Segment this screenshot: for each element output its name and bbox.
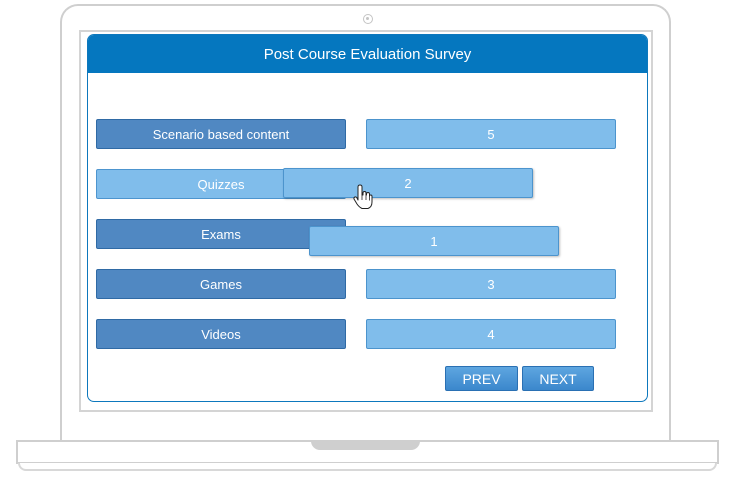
- value-tile-games[interactable]: 3: [366, 269, 616, 299]
- value-tile-exams[interactable]: 1: [309, 226, 559, 256]
- laptop-notch: [311, 440, 420, 450]
- value-tile-scenario-based-content[interactable]: 5: [366, 119, 616, 149]
- next-button[interactable]: NEXT: [522, 366, 594, 391]
- label-videos: Videos: [96, 319, 346, 349]
- prev-button[interactable]: PREV: [445, 366, 518, 391]
- survey-title: Post Course Evaluation Survey: [88, 35, 647, 73]
- camera-icon: [363, 14, 373, 24]
- value-tile-quizzes[interactable]: 2: [283, 168, 533, 198]
- label-exams: Exams: [96, 219, 346, 249]
- label-games: Games: [96, 269, 346, 299]
- laptop-foot: [18, 463, 717, 471]
- label-scenario-based-content: Scenario based content: [96, 119, 346, 149]
- value-tile-videos[interactable]: 4: [366, 319, 616, 349]
- hand-pointer-icon: [353, 184, 373, 209]
